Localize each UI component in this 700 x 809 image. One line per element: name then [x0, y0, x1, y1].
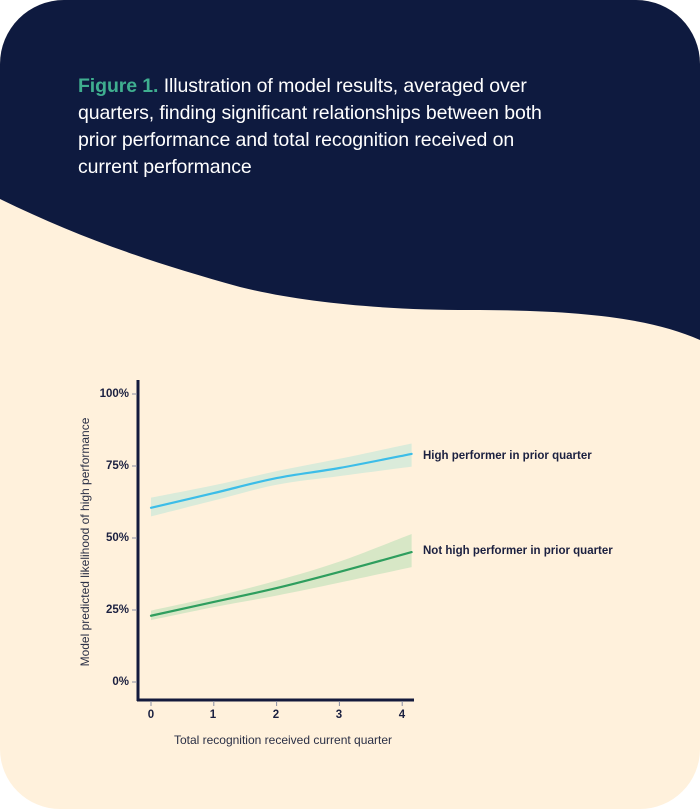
- y-axis-title: Model predicted likelihood of high perfo…: [78, 417, 92, 667]
- confidence-band-high-performer: [151, 443, 412, 517]
- series-label-not-high-performer: Not high performer in prior quarter: [423, 545, 613, 557]
- y-tick-label: 0%: [112, 676, 129, 688]
- x-tick-label: 2: [272, 709, 280, 721]
- y-tick-label: 100%: [99, 388, 129, 400]
- series-line-not-high-performer: [149, 551, 413, 617]
- y-tick-label: 50%: [105, 532, 129, 544]
- x-tick-label: 3: [335, 709, 343, 721]
- x-axis-title: Total recognition received current quart…: [173, 733, 393, 747]
- series-line-high-performer: [149, 452, 413, 509]
- figure-label: Figure 1.: [78, 75, 159, 97]
- x-tick-label: 1: [209, 709, 217, 721]
- confidence-band-not-high-performer: [151, 533, 412, 621]
- x-tick-label: 0: [147, 709, 155, 721]
- y-tick-label: 25%: [105, 604, 129, 616]
- x-tick-label: 4: [398, 709, 406, 721]
- y-tick-label: 75%: [105, 460, 129, 472]
- series-label-high-performer: High performer in prior quarter: [423, 450, 592, 462]
- caption-text: Illustration of model results, averaged …: [78, 75, 542, 178]
- figure-caption: Figure 1. Illustration of model results,…: [78, 73, 548, 181]
